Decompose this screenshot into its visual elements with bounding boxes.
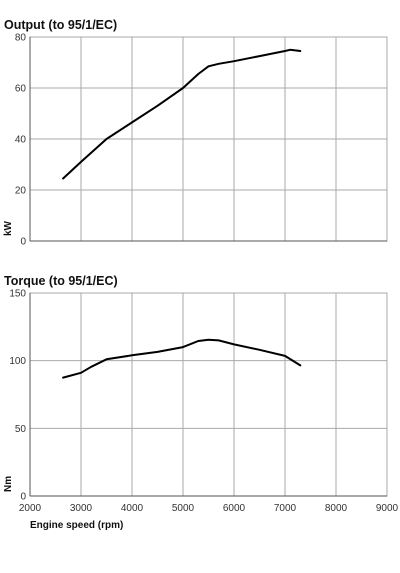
torque-chart: Torque (to 95/1/EC) 0 50 100 150 Nm 2000 3000 40…: [3, 274, 399, 531]
y-axis-label: Nm: [3, 476, 14, 492]
x-axis-label: Engine speed (rpm): [30, 520, 123, 531]
x-tick-label: 9000: [376, 503, 399, 514]
x-tick-label: 2000: [19, 503, 42, 514]
plot-frame: [29, 292, 388, 497]
y-tick-label: 50: [15, 424, 27, 435]
y-tick-label: 40: [15, 135, 27, 146]
y-tick-label: 60: [15, 84, 27, 95]
series-line: [62, 338, 302, 379]
x-tick-label: 4000: [121, 503, 144, 514]
x-tick-label: 5000: [172, 503, 195, 514]
x-tick-label: 6000: [223, 503, 246, 514]
x-tick-label: 7000: [274, 503, 297, 514]
x-tick-label: 3000: [70, 503, 93, 514]
y-tick-label: 20: [15, 186, 27, 197]
y-tick-label: 0: [20, 492, 26, 503]
chart-title: Torque (to 95/1/EC): [4, 274, 118, 288]
series-line: [62, 48, 302, 180]
x-tick-label: 8000: [325, 503, 348, 514]
y-tick-label: 0: [20, 237, 26, 248]
output-chart: Output (to 95/1/EC) 0 20 40 60 80 kW: [3, 18, 388, 248]
y-axis-label: kW: [3, 220, 14, 236]
y-tick-label: 80: [15, 33, 27, 44]
chart-title: Output (to 95/1/EC): [4, 18, 117, 32]
y-tick-label: 100: [9, 356, 26, 367]
y-tick-label: 150: [9, 289, 26, 300]
